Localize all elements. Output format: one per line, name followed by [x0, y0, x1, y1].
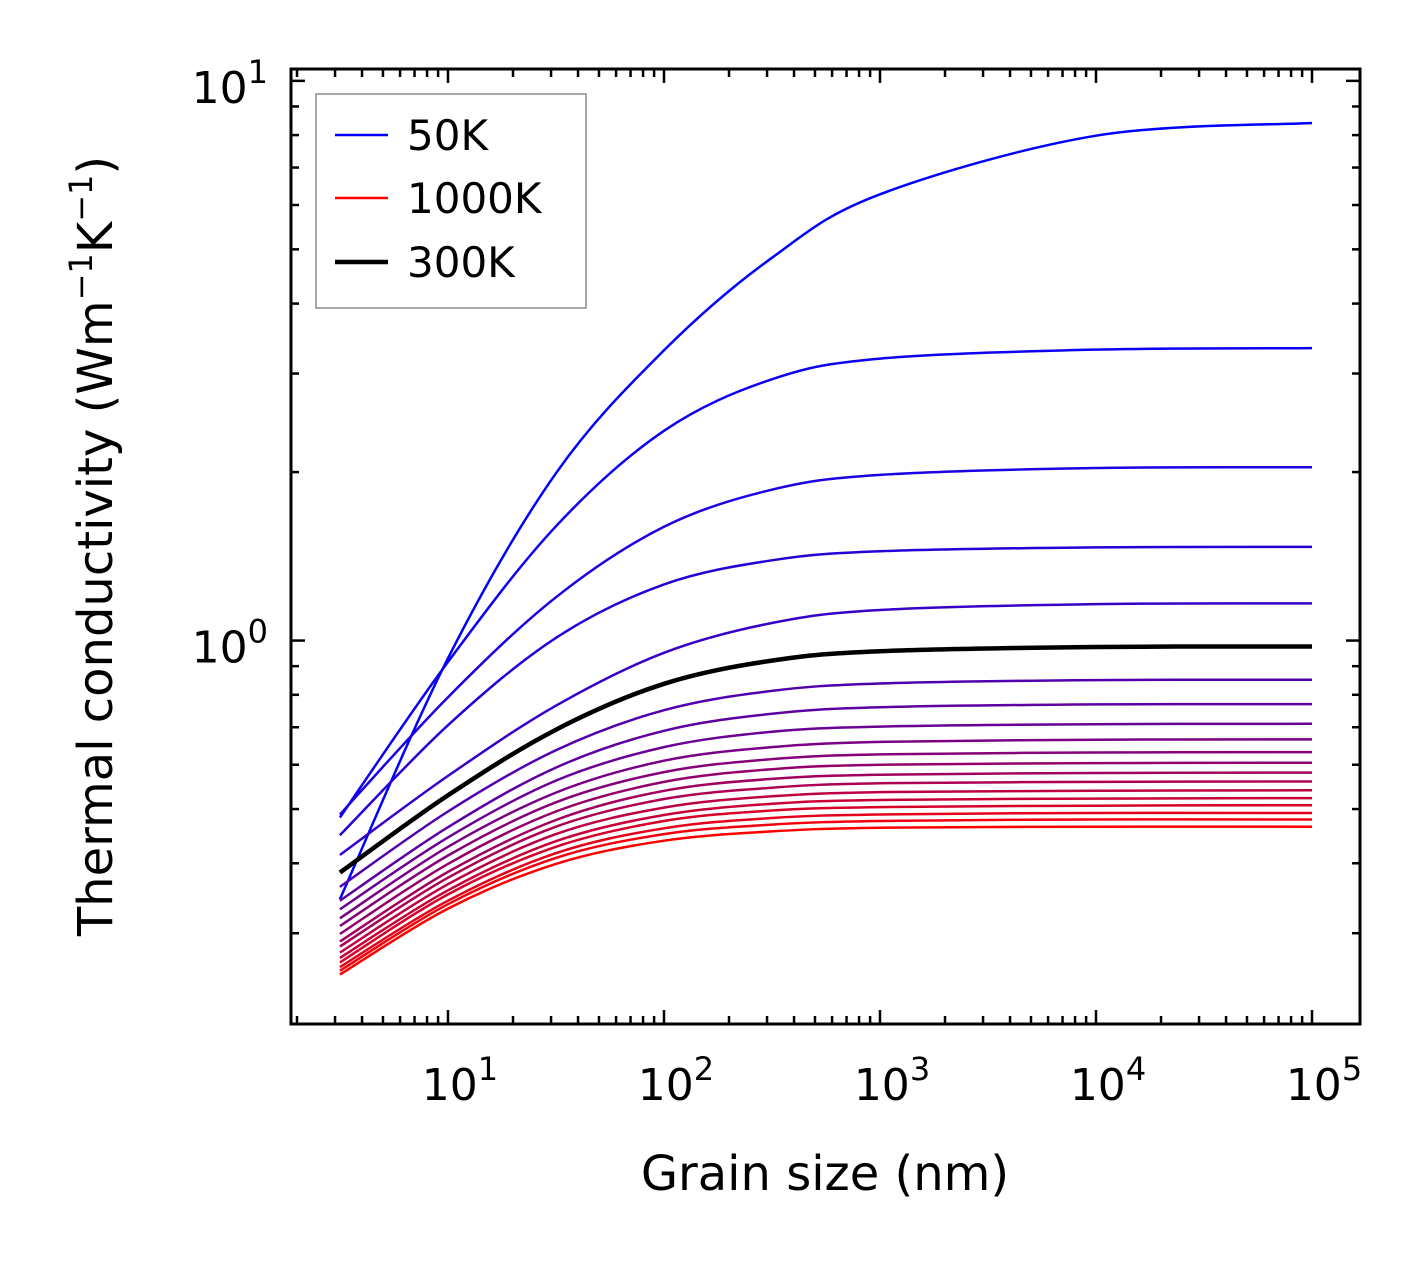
x-tick-labels: 101 102 103 104 105 — [422, 1050, 1362, 1111]
series-line-500k — [339, 738, 1313, 920]
series-line-300k — [338, 644, 1313, 875]
x-tick-label: 101 — [422, 1050, 498, 1111]
x-tick-label: 103 — [854, 1050, 930, 1111]
y-label-exp2: −1 — [62, 175, 100, 222]
x-tick-exponent: 5 — [1342, 1050, 1362, 1088]
series-line-200k — [339, 545, 1313, 837]
x-tick-base: 10 — [854, 1060, 910, 1111]
legend-label-50k: 50K — [407, 111, 489, 160]
x-tick-base: 10 — [638, 1060, 694, 1111]
series-line-700k — [339, 780, 1313, 948]
series-line-850k — [339, 803, 1313, 964]
y-label-exp1: −1 — [62, 253, 100, 300]
series-line-800k — [339, 796, 1313, 959]
plot-frame — [289, 67, 1362, 1026]
y-tick-exponent: 1 — [248, 53, 268, 91]
y-label-main: Thermal conductivity (Wm — [68, 300, 124, 937]
series-line-750k — [339, 789, 1313, 954]
series-line-250k — [339, 602, 1313, 856]
series-line-450k — [339, 722, 1313, 911]
x-tick-exponent: 2 — [694, 1050, 714, 1088]
x-tick-base: 10 — [1070, 1060, 1126, 1111]
y-label-unit-k: K — [68, 220, 124, 253]
series-line-400k — [339, 702, 1313, 902]
x-axis-label: Grain size (nm) — [641, 1146, 1009, 1202]
series-line-350k — [339, 678, 1313, 888]
series-line-900k — [339, 811, 1313, 969]
x-tick-exponent: 1 — [478, 1050, 498, 1088]
y-tick-label: 100 — [192, 613, 268, 674]
y-label-close: ) — [68, 156, 124, 175]
series-line-1000k — [339, 825, 1313, 976]
y-tick-base: 10 — [192, 623, 248, 674]
x-tick-label: 105 — [1286, 1050, 1362, 1111]
series-line-100k — [338, 346, 1313, 819]
series-line-650k — [339, 771, 1313, 943]
series-line-50k — [338, 121, 1313, 900]
x-tick-exponent: 3 — [910, 1050, 930, 1088]
y-axis-label: Thermal conductivity (Wm−1K−1) — [62, 156, 124, 937]
series-line-950k — [339, 818, 1313, 972]
series-line-150k — [338, 465, 1313, 816]
legend-label-1000k: 1000K — [407, 174, 543, 223]
series-line-600k — [339, 761, 1313, 936]
x-tick-exponent: 4 — [1126, 1050, 1146, 1088]
series-curves — [338, 121, 1313, 976]
x-tick-base: 10 — [1286, 1060, 1342, 1111]
legend-box — [315, 93, 587, 309]
legend: 50K 1000K 300K — [315, 93, 587, 309]
x-tick-label: 104 — [1070, 1050, 1146, 1111]
x-tick-label: 102 — [638, 1050, 714, 1111]
series-line-550k — [339, 750, 1313, 928]
legend-label-300k: 300K — [407, 238, 516, 287]
y-tick-base: 10 — [192, 63, 248, 114]
y-tick-label: 101 — [192, 53, 268, 114]
y-tick-exponent: 0 — [248, 613, 268, 651]
x-tick-base: 10 — [422, 1060, 478, 1111]
